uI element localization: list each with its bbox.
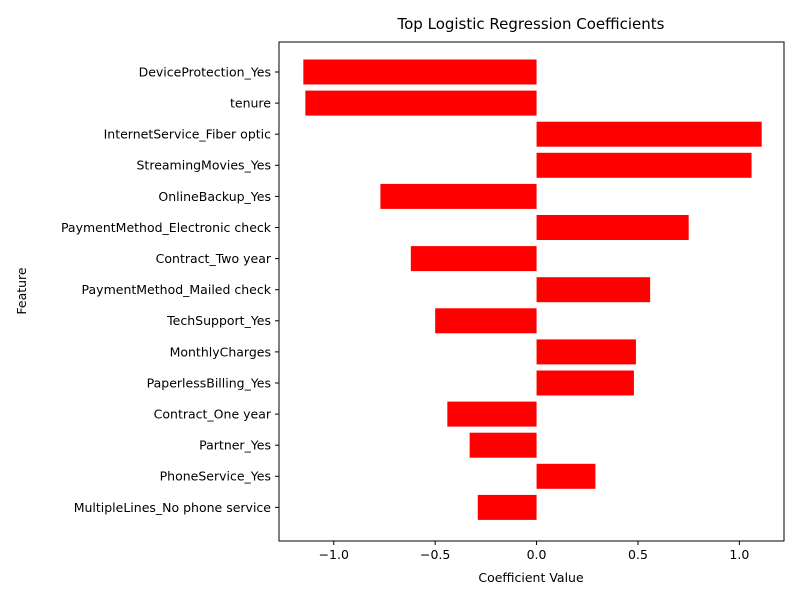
bar <box>303 59 537 85</box>
chart-title: Top Logistic Regression Coefficients <box>397 15 665 33</box>
bar <box>447 401 537 427</box>
x-tick-label: 0.5 <box>628 547 648 562</box>
bar <box>410 246 537 272</box>
plot-frame <box>278 41 785 542</box>
y-tick-label: Contract_Two year <box>156 251 272 266</box>
x-axis-label: Coefficient Value <box>478 570 584 585</box>
y-tick-label: TechSupport_Yes <box>166 313 271 328</box>
bar <box>536 370 634 396</box>
y-tick-label: StreamingMovies_Yes <box>137 158 272 173</box>
bar <box>477 494 537 520</box>
bar <box>536 121 762 147</box>
y-axis-label: Feature <box>14 267 29 315</box>
bar <box>469 432 537 458</box>
y-tick-label: PaymentMethod_Electronic check <box>61 220 272 235</box>
bar <box>536 152 752 178</box>
x-tick-label: 0.0 <box>527 547 547 562</box>
bar <box>435 308 537 334</box>
y-tick-label: OnlineBackup_Yes <box>158 189 271 204</box>
y-tick-label: tenure <box>230 95 271 110</box>
bar <box>536 215 689 240</box>
bar <box>305 90 537 116</box>
x-tick-label: 1.0 <box>729 547 749 562</box>
y-tick-label: Contract_One year <box>154 406 272 421</box>
bars-group <box>303 59 762 520</box>
y-tick-label: PaymentMethod_Mailed check <box>82 282 272 297</box>
y-tick-label: PaperlessBilling_Yes <box>147 375 271 390</box>
x-tick-label: −0.5 <box>420 547 450 562</box>
bar <box>536 277 651 303</box>
y-tick-label: DeviceProtection_Yes <box>139 64 271 79</box>
y-tick-label: InternetService_Fiber optic <box>104 127 272 142</box>
y-tick-label: MultipleLines_No phone service <box>74 500 272 515</box>
bar <box>380 183 537 209</box>
y-tick-label: Partner_Yes <box>199 438 271 453</box>
y-tick-label: PhoneService_Yes <box>160 469 271 484</box>
x-tick-label: −1.0 <box>319 547 349 562</box>
bar <box>536 463 596 489</box>
bar <box>536 339 636 365</box>
x-ticks-group: −1.0 −0.5 0.0 0.5 1.0 <box>319 541 749 562</box>
y-tick-label: MonthlyCharges <box>170 344 271 359</box>
